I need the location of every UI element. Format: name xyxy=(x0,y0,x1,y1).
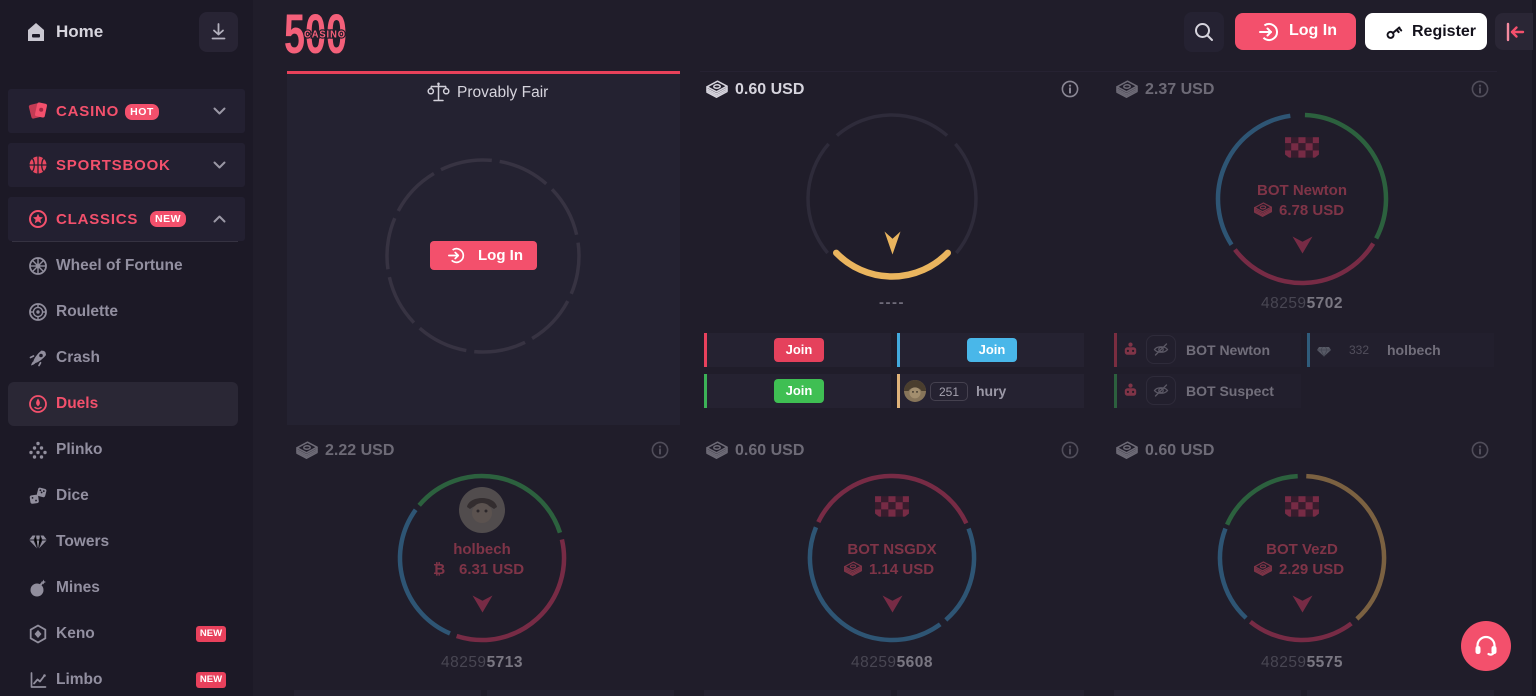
svg-text:CASINO: CASINO xyxy=(304,30,346,41)
svg-text:500: 500 xyxy=(284,9,347,59)
